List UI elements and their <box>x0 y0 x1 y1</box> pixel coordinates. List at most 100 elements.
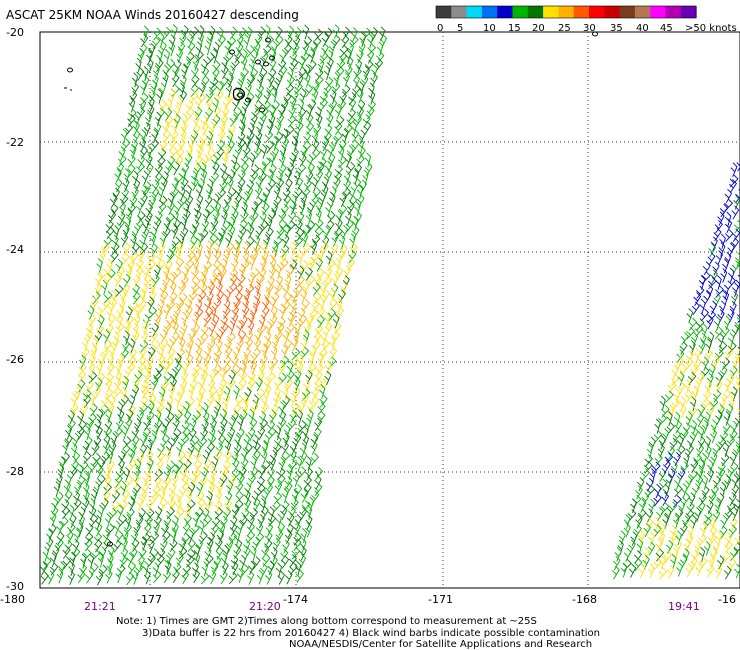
wind-barb <box>204 546 212 561</box>
wind-barb <box>245 330 254 344</box>
wind-barb <box>122 273 131 288</box>
wind-barb <box>215 89 224 103</box>
wind-barb <box>655 548 665 562</box>
wind-barb <box>132 291 141 305</box>
wind-barbs <box>39 24 740 586</box>
wind-barb <box>261 297 270 312</box>
wind-barb <box>281 136 289 152</box>
wind-barb <box>203 313 212 327</box>
wind-barb <box>643 523 651 538</box>
wind-barb <box>122 369 130 385</box>
wind-barb <box>64 489 73 504</box>
wind-barb <box>198 436 208 450</box>
wind-barb <box>275 513 282 529</box>
wind-barb <box>630 531 638 546</box>
wind-barb <box>670 553 677 569</box>
wind-barb <box>188 290 198 304</box>
wind-barb <box>677 381 686 396</box>
wind-barb <box>645 508 654 523</box>
wind-barb <box>216 81 224 96</box>
wind-barb <box>262 157 272 170</box>
wind-barb <box>370 27 379 42</box>
wind-barb <box>291 347 301 361</box>
wind-barb <box>151 187 160 202</box>
wind-barb <box>137 355 147 369</box>
wind-barb <box>159 282 168 297</box>
wind-barb <box>227 123 236 138</box>
wind-barb <box>278 457 286 472</box>
wind-barb <box>252 297 261 312</box>
wind-barb <box>244 442 253 456</box>
wind-barb <box>285 125 295 138</box>
wind-barb <box>299 450 308 465</box>
wind-barb <box>99 268 108 281</box>
wind-barb <box>193 203 202 218</box>
wind-barb <box>196 193 204 209</box>
wind-barb <box>167 200 175 216</box>
wind-barb <box>247 570 255 585</box>
wind-barb <box>247 560 256 575</box>
legend-swatch <box>589 6 605 18</box>
wind-barb <box>132 473 140 489</box>
wind-barb <box>723 410 731 426</box>
wind-barb <box>157 186 164 202</box>
wind-barb <box>174 353 182 368</box>
wind-barb <box>63 480 72 496</box>
wind-barb <box>179 74 187 90</box>
wind-barb <box>701 419 709 435</box>
wind-barb <box>112 225 120 241</box>
wind-barb <box>97 458 106 472</box>
wind-barb <box>191 219 200 234</box>
wind-barb <box>195 298 203 314</box>
wind-barb <box>338 51 348 65</box>
wind-barb <box>168 138 177 152</box>
wind-barb <box>730 420 738 435</box>
wind-barb <box>202 208 210 224</box>
wind-barb <box>219 163 228 178</box>
wind-barb <box>243 136 252 151</box>
wind-barb <box>166 506 176 520</box>
wind-barb <box>247 377 256 391</box>
wind-barb <box>306 400 314 416</box>
wind-barb <box>264 130 274 144</box>
wind-barb <box>642 547 650 562</box>
wind-barb <box>252 556 261 570</box>
wind-barb <box>167 192 175 208</box>
wind-barb <box>85 329 94 343</box>
island-outline <box>245 97 251 103</box>
wind-barb <box>612 565 620 580</box>
wind-barb <box>135 218 144 233</box>
wind-barb <box>694 540 701 555</box>
wind-barb <box>352 169 360 185</box>
wind-barb <box>76 522 84 538</box>
wind-barb <box>128 347 138 362</box>
wind-barb <box>116 162 125 177</box>
wind-barb <box>302 280 310 295</box>
island-outline <box>263 61 269 67</box>
wind-barb <box>146 58 154 74</box>
wind-barb <box>189 225 198 240</box>
wind-barb <box>704 435 712 451</box>
wind-barb <box>704 444 712 460</box>
wind-barb <box>127 258 135 273</box>
wind-barb <box>242 191 249 207</box>
wind-barb <box>155 363 164 377</box>
wind-barb <box>219 515 228 530</box>
wind-barb <box>717 309 725 324</box>
wind-barb <box>180 128 187 144</box>
lon-label-174: -174 <box>283 593 308 606</box>
wind-barb <box>341 128 349 144</box>
wind-barb <box>661 404 670 418</box>
wind-barb <box>104 466 112 482</box>
wind-barb <box>696 443 705 458</box>
wind-barb <box>163 569 172 584</box>
wind-barb <box>327 308 337 322</box>
wind-barb <box>130 490 137 506</box>
wind-barb <box>182 563 192 577</box>
wind-barb <box>366 33 374 49</box>
wind-barb <box>193 552 201 568</box>
wind-barb <box>306 274 316 288</box>
wind-barb <box>264 530 273 545</box>
wind-barb <box>294 219 303 234</box>
wind-barb <box>302 140 312 154</box>
